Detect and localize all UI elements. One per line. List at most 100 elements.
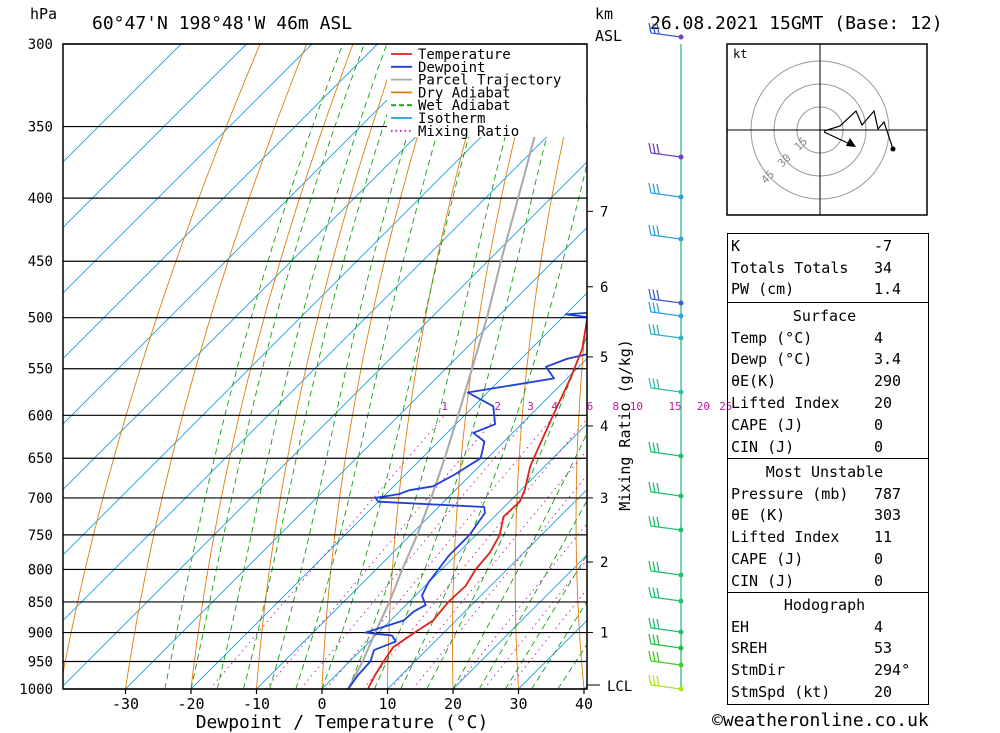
hodograph-index-table: Hodograph EH 4 SREH 53 StmDir 294° StmSpd (… xyxy=(727,594,922,703)
mu-cin-value: 0 xyxy=(874,571,884,590)
mixing-ratio-label: 6 xyxy=(587,400,594,413)
index-k-label: K xyxy=(731,236,741,255)
wind-barb-flag xyxy=(652,561,656,572)
wind-barb xyxy=(650,627,682,633)
wind-barb-flag xyxy=(648,560,652,572)
surface-dewp-value: 3.4 xyxy=(874,350,902,369)
wind-barb-flag xyxy=(656,442,660,454)
km-tick-label: 1 xyxy=(600,626,608,642)
wet-adiabat-line xyxy=(452,432,587,689)
wind-barb-flag xyxy=(656,302,660,314)
pressure-tick-label: 450 xyxy=(28,254,53,270)
stmdir-value: 294° xyxy=(874,661,911,680)
hodograph-unit: kt xyxy=(733,47,747,61)
isotherm-line xyxy=(63,44,444,425)
wind-barb-flag xyxy=(656,324,660,336)
surface-cin-value: 0 xyxy=(874,437,884,456)
pressure-tick-label: 550 xyxy=(28,362,53,378)
legend-entry: Wet Adiabat xyxy=(418,98,511,114)
date-title: 26.08.2021 15GMT (Base: 12) xyxy=(650,13,943,34)
isotherm-line xyxy=(256,357,587,689)
mixing-ratio-line xyxy=(453,523,587,689)
indices-top-table: K -7 Totals Totals 34 PW (cm) 1.4 xyxy=(727,235,922,300)
wind-barb-flag xyxy=(652,442,656,453)
wet-adiabat-line xyxy=(164,44,344,689)
skewt-diagram: 3003504004505005506006507007508008509009… xyxy=(19,37,732,713)
wind-barb-flag xyxy=(648,288,652,300)
wind-barb xyxy=(650,525,682,531)
mixing-ratio-label: 2 xyxy=(494,400,501,413)
surface-temp-value: 4 xyxy=(874,328,884,347)
temperature-tick-label: 20 xyxy=(444,695,462,713)
wind-barb-flag xyxy=(652,634,656,645)
wind-barb xyxy=(650,570,682,576)
mixing-ratio-label: 4 xyxy=(551,400,558,413)
wind-level-dot xyxy=(678,686,684,692)
wind-level-dot xyxy=(678,527,684,533)
mixing-ratio-label: 10 xyxy=(630,400,643,413)
wind-barb-flag xyxy=(652,516,656,527)
surface-thetae-value: 290 xyxy=(874,372,902,391)
x-axis-label: Dewpoint / Temperature (°C) xyxy=(196,712,489,733)
wind-level-dot xyxy=(678,335,684,341)
wind-level-dot xyxy=(678,629,684,635)
pressure-tick-label: 350 xyxy=(28,120,53,136)
parcel-trajectory-profile xyxy=(347,52,560,689)
legend-entry: Mixing Ratio xyxy=(418,124,519,140)
wind-barb-flag xyxy=(652,289,656,300)
storm-motion-arrowhead xyxy=(846,138,856,147)
wind-level-dot xyxy=(678,493,684,499)
wind-barb-flag xyxy=(648,481,652,493)
temperature-tick-label: -30 xyxy=(112,695,139,713)
wind-barb-flag xyxy=(656,482,660,494)
pressure-tick-label: 300 xyxy=(28,37,53,53)
wind-level-dot xyxy=(678,313,684,319)
wet-adiabat-line xyxy=(400,162,587,689)
wind-barb-flag xyxy=(652,378,656,389)
mu-thetae-value: 303 xyxy=(874,506,902,525)
temperature-tick-label: 40 xyxy=(575,695,593,713)
hodograph-end-dot xyxy=(890,146,896,152)
dry-adiabat-line xyxy=(635,44,678,689)
wind-barb-flag xyxy=(648,22,652,34)
wind-barb-flag xyxy=(648,674,652,686)
wind-barb xyxy=(650,387,682,393)
wet-adiabat-line xyxy=(295,44,465,689)
wind-barb-flag xyxy=(648,377,652,389)
wind-barb xyxy=(650,451,682,457)
copyright[interactable]: ©weatheronline.co.uk xyxy=(712,710,929,731)
legend-entry: Temperature xyxy=(418,47,511,63)
wet-adiabat-line xyxy=(373,44,571,689)
surface-title: Surface xyxy=(792,306,857,325)
eh-label: EH xyxy=(731,617,750,636)
mu-pressure-value: 787 xyxy=(874,484,902,503)
pressure-tick-label: 750 xyxy=(28,528,53,544)
dry-adiabat-line xyxy=(256,44,400,689)
mixing-ratio-label: 25 xyxy=(719,400,732,413)
eh-value: 4 xyxy=(874,617,884,636)
mu-cape-label: CAPE (J) xyxy=(731,550,804,569)
wind-barb xyxy=(650,32,682,38)
wind-level-dot xyxy=(678,453,684,459)
pressure-tick-label: 400 xyxy=(28,191,53,207)
wind-barb-flag xyxy=(652,302,656,313)
wind-barb-flag xyxy=(656,225,660,237)
isotherm-line xyxy=(452,554,587,689)
index-tt-value: 34 xyxy=(874,258,893,277)
wind-level-dot xyxy=(678,236,684,242)
km-tick-label: 5 xyxy=(600,350,608,366)
isotherm-line xyxy=(63,44,509,491)
km-tick-label: 4 xyxy=(600,419,608,435)
wind-barb-flag xyxy=(656,23,660,35)
isotherm-line xyxy=(63,44,575,556)
wind-barb-flag xyxy=(648,617,652,629)
hodograph-index-box xyxy=(727,592,929,705)
km-tick-label: 6 xyxy=(600,280,608,296)
wet-adiabat-line xyxy=(269,44,437,689)
legend-entry: Dry Adiabat xyxy=(418,85,511,101)
isotherm-line xyxy=(63,44,182,163)
wind-barb-flag xyxy=(656,143,660,155)
pressure-tick-label: 650 xyxy=(28,451,53,467)
